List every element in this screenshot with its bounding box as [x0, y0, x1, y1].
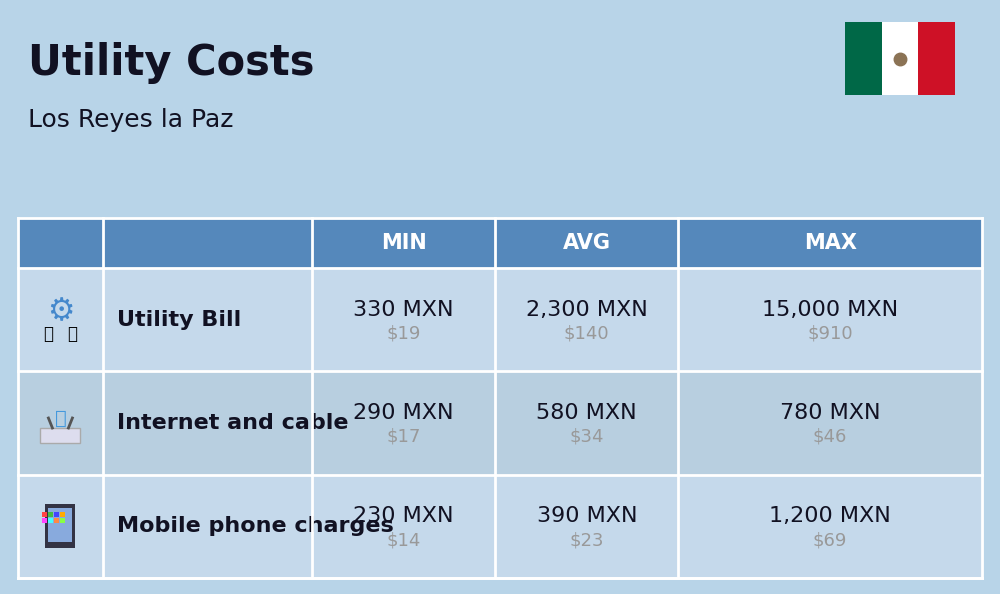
Text: 2,300 MXN: 2,300 MXN	[526, 299, 648, 320]
Bar	[18, 268, 982, 371]
Text: 230 MXN: 230 MXN	[353, 506, 454, 526]
Text: Mobile phone charges: Mobile phone charges	[117, 516, 394, 536]
Text: 🔌: 🔌	[43, 325, 53, 343]
Bar	[60, 519, 65, 523]
Text: MAX: MAX	[804, 233, 857, 253]
Bar	[48, 519, 53, 523]
Text: 780 MXN: 780 MXN	[780, 403, 880, 423]
Bar	[845, 22, 882, 95]
Text: $19: $19	[386, 325, 421, 343]
Text: 580 MXN: 580 MXN	[536, 403, 637, 423]
Text: 📦: 📦	[67, 325, 77, 343]
Text: 📶: 📶	[55, 409, 66, 428]
Text: $140: $140	[564, 325, 610, 343]
Text: 290 MXN: 290 MXN	[353, 403, 454, 423]
Text: 15,000 MXN: 15,000 MXN	[762, 299, 898, 320]
Bar	[18, 475, 982, 578]
Text: $69: $69	[813, 532, 847, 549]
Bar	[48, 513, 53, 517]
Text: Los Reyes la Paz: Los Reyes la Paz	[28, 108, 234, 132]
Bar	[42, 513, 47, 517]
Bar	[45, 504, 75, 548]
Bar	[60, 513, 65, 517]
Bar	[882, 22, 918, 95]
Bar	[40, 428, 80, 443]
Bar	[54, 513, 59, 517]
Text: $910: $910	[807, 325, 853, 343]
Text: Utility Costs: Utility Costs	[28, 42, 314, 84]
Text: $34: $34	[570, 428, 604, 446]
Text: 1,200 MXN: 1,200 MXN	[769, 506, 891, 526]
Bar	[54, 519, 59, 523]
Text: $14: $14	[386, 532, 421, 549]
Text: $23: $23	[570, 532, 604, 549]
Text: $17: $17	[386, 428, 421, 446]
Text: ⚙: ⚙	[47, 297, 74, 326]
Text: 390 MXN: 390 MXN	[537, 506, 637, 526]
Text: 330 MXN: 330 MXN	[353, 299, 454, 320]
Bar	[48, 508, 72, 542]
Bar	[918, 22, 955, 95]
Text: AVG: AVG	[563, 233, 611, 253]
Text: MIN: MIN	[381, 233, 426, 253]
Text: $46: $46	[813, 428, 847, 446]
Text: Utility Bill: Utility Bill	[117, 309, 241, 330]
Bar	[42, 519, 47, 523]
Text: Internet and cable: Internet and cable	[117, 413, 348, 433]
Bar	[18, 218, 982, 268]
Bar	[18, 371, 982, 475]
